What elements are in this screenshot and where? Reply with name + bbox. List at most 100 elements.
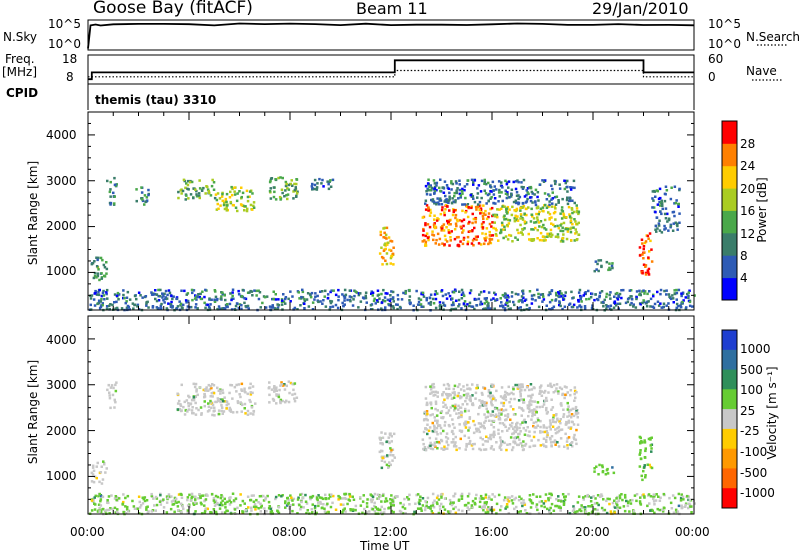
velocity-cell — [132, 505, 136, 508]
velocity-cell — [250, 509, 253, 512]
power-cell — [509, 195, 513, 198]
velocity-cell — [181, 505, 184, 508]
velocity-cell — [522, 398, 525, 401]
xtick-2400: 00:00 — [675, 525, 710, 539]
velocity-cell — [643, 441, 647, 444]
velocity-cell — [458, 383, 461, 386]
power-cell — [320, 182, 323, 185]
power-cell — [562, 216, 566, 219]
power-cell — [185, 293, 188, 296]
power-cell — [613, 302, 617, 305]
power-cell — [357, 306, 360, 309]
velocity-cell — [469, 399, 472, 403]
velocity-cell — [389, 450, 393, 454]
power-cell — [473, 179, 477, 182]
power-cell — [188, 180, 192, 184]
velocity-cell — [544, 438, 548, 442]
velocity-cell — [257, 501, 260, 504]
velocity-cell — [601, 464, 604, 467]
velocity-cell — [613, 499, 616, 502]
velocity-cell — [249, 382, 252, 386]
power-cell — [665, 304, 668, 307]
power-cell — [194, 188, 197, 191]
velocity-cell — [576, 412, 580, 415]
power-cell — [494, 299, 497, 302]
velocity-cell — [435, 426, 439, 430]
velocity-cell — [216, 495, 220, 499]
power-cell — [341, 293, 344, 296]
velocity-cell — [575, 428, 578, 432]
power-cell — [482, 290, 486, 293]
velocity-cell — [363, 507, 366, 511]
velocity-cell — [107, 501, 110, 505]
velocity-cell — [315, 496, 319, 499]
power-cell — [284, 297, 287, 301]
power-cell — [385, 226, 389, 230]
velocity-cell — [260, 494, 263, 498]
velocity-cell — [543, 430, 547, 434]
nave-tick-bottom: 0 — [708, 70, 716, 84]
power-cell — [525, 189, 528, 192]
velocity-cell — [153, 504, 156, 507]
power-cell — [220, 307, 224, 310]
power-cell — [105, 307, 109, 311]
power-cell — [443, 234, 447, 238]
velocity-cell — [517, 432, 520, 436]
velocity-cell — [220, 404, 223, 407]
velocity-cell — [540, 500, 544, 503]
power-cell — [425, 298, 428, 302]
velocity-cell — [108, 394, 111, 397]
power-cell — [429, 293, 433, 296]
velocity-cell — [572, 436, 576, 439]
power-cell — [460, 288, 464, 292]
velocity-cell — [451, 423, 455, 426]
power-cell — [105, 291, 108, 294]
velocity-cell — [489, 447, 493, 450]
velocity-cell — [198, 493, 201, 496]
velocity-cell — [113, 506, 117, 510]
power-cell — [459, 240, 462, 243]
velocity-cell — [510, 499, 514, 502]
power-cell — [563, 179, 566, 182]
power-cell — [660, 231, 664, 234]
power-cell — [424, 222, 427, 225]
velocity-cell — [523, 433, 527, 436]
power-cell — [673, 185, 677, 188]
velocity-cell — [278, 388, 281, 392]
velocity-cell — [560, 387, 564, 391]
power-cell — [457, 197, 460, 200]
power-cell — [455, 191, 459, 195]
velocity-colorbar-swatch — [722, 369, 737, 390]
velocity-cell — [341, 497, 344, 500]
velocity-cell — [469, 397, 472, 400]
power-cell — [243, 297, 246, 300]
power-cell — [176, 305, 180, 308]
velocity-cell — [483, 504, 486, 507]
power-cell — [662, 302, 666, 305]
power-cell — [447, 220, 450, 224]
power-cell — [471, 221, 474, 225]
power-cell — [442, 187, 446, 190]
power-cell — [644, 240, 648, 243]
velocity-cell — [456, 385, 460, 389]
velocity-cell — [557, 392, 560, 395]
velocity-cell — [482, 426, 485, 429]
velocity-cell — [193, 385, 197, 389]
power-cell — [434, 242, 437, 245]
power-cell — [538, 183, 542, 186]
velocity-cell — [231, 492, 235, 495]
velocity-cell — [268, 401, 271, 404]
velocity-cell — [673, 496, 677, 500]
power-cell — [184, 198, 187, 201]
velocity-cell — [436, 395, 439, 398]
power-cell — [510, 295, 514, 298]
velocity-cell — [385, 440, 388, 444]
velocity-cell — [451, 441, 455, 444]
velocity-cell — [526, 404, 529, 407]
power-cell — [474, 235, 478, 238]
velocity-cell — [548, 436, 552, 440]
power-cell — [559, 295, 563, 298]
power-cell — [462, 224, 465, 228]
velocity-cell — [487, 419, 491, 422]
velocity-cell — [541, 405, 544, 408]
